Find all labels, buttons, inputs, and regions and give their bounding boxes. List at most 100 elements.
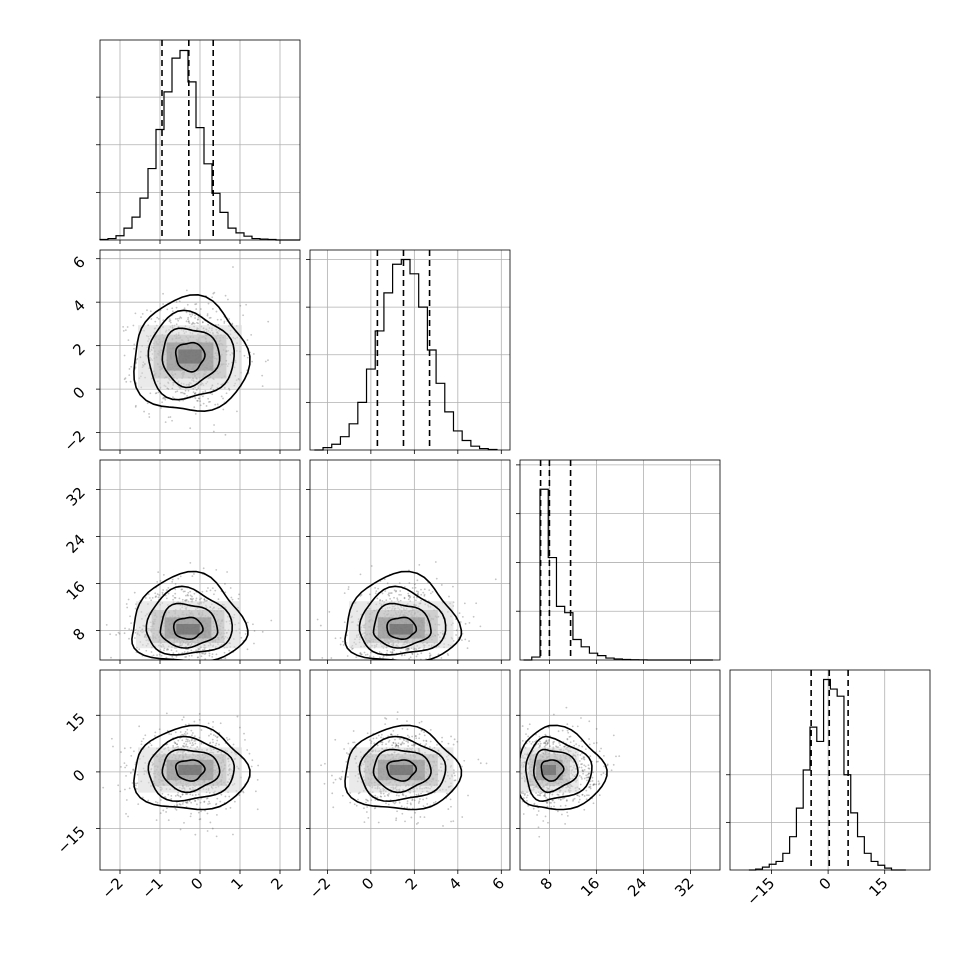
scatter-point [181,739,184,742]
scatter-point [142,737,145,740]
scatter-point [133,591,136,594]
scatter-point [425,740,428,743]
scatter-point [123,632,126,635]
scatter-point [415,737,418,740]
scatter-point [207,401,210,403]
scatter-point [189,590,192,593]
scatter-point [176,804,178,807]
scatter-point [160,406,162,409]
scatter-point [167,648,170,651]
scatter-point [172,652,175,655]
scatter-point [366,653,369,656]
scatter-point [452,743,455,746]
scatter-point [379,656,381,659]
scatter-point [209,741,212,744]
scatter-point [141,312,144,315]
scatter-point [339,778,342,781]
scatter-point [409,802,412,805]
contour-line [161,748,221,794]
scatter-point [175,306,178,309]
scatter-point [146,309,148,312]
scatter-point [214,803,217,806]
scatter-point [151,596,154,599]
scatter-point [207,803,209,805]
scatter-point [219,800,222,803]
scatter-point [194,391,197,394]
scatter-point [396,734,399,736]
scatter-point [407,595,410,597]
scatter-point [548,801,551,804]
scatter-point [440,657,443,659]
scatter-point [378,661,380,663]
scatter-point [244,633,247,635]
scatter-point [200,810,202,813]
scatter-point [117,784,120,787]
scatter-point [127,815,129,818]
scatter-point [232,266,234,268]
scatter-point [205,405,208,407]
scatter-point [393,802,396,805]
scatter-point [384,717,386,719]
panel-frame [309,669,511,871]
scatter-point [202,567,205,570]
scatter-point [160,799,162,801]
scatter-point [163,397,166,400]
scatter-point [124,788,126,791]
scatter-point [581,793,584,796]
scatter-point [228,318,231,320]
scatter-point [400,593,402,596]
scatter-point [416,596,418,599]
scatter-point [516,749,518,751]
scatter-point [405,647,408,650]
contour-line [358,585,447,656]
scatter-point [186,738,189,741]
scatter-point [393,589,396,592]
scatter-point [475,602,478,605]
scatter-point [178,803,181,806]
scatter-point [124,377,127,380]
scatter-point [372,656,375,658]
scatter-point [422,798,425,801]
scatter-point [319,624,322,627]
scatter-point [211,655,214,658]
scatter-point [186,599,188,601]
scatter-point [267,320,270,323]
scatter-point [429,740,432,743]
scatter-point [141,796,144,799]
scatter-point [587,794,590,797]
scatter-point [185,320,188,323]
scatter-point [342,644,345,646]
scatter-point [165,656,168,659]
scatter-point [168,733,171,735]
scatter-point [453,774,456,777]
scatter-point [146,402,149,405]
scatter-point [506,773,508,775]
scatter-point [525,733,527,736]
scatter-point [215,568,218,571]
scatter-point [428,654,431,657]
scatter-point [193,392,196,395]
scatter-point [184,599,186,602]
scatter-point [154,320,157,323]
scatter-panel-2-3 [506,669,721,871]
scatter-point [423,588,426,591]
scatter-point [419,798,421,800]
scatter-panel-1-3 [309,669,511,871]
scatter-point [125,764,128,767]
scatter-point [589,785,592,788]
scatter-point [245,303,248,306]
scatter-point [347,588,350,591]
scatter-point [125,603,128,605]
scatter-point [406,649,409,652]
scatter-point [410,803,412,806]
scatter-point [200,597,203,600]
scatter-point [422,805,425,807]
scatter-point [436,743,438,746]
scatter-point [176,317,179,320]
scatter-point [156,654,158,657]
scatter-point [203,801,206,803]
scatter-point [187,320,190,323]
scatter-point [407,592,410,595]
scatter-point [187,316,190,319]
